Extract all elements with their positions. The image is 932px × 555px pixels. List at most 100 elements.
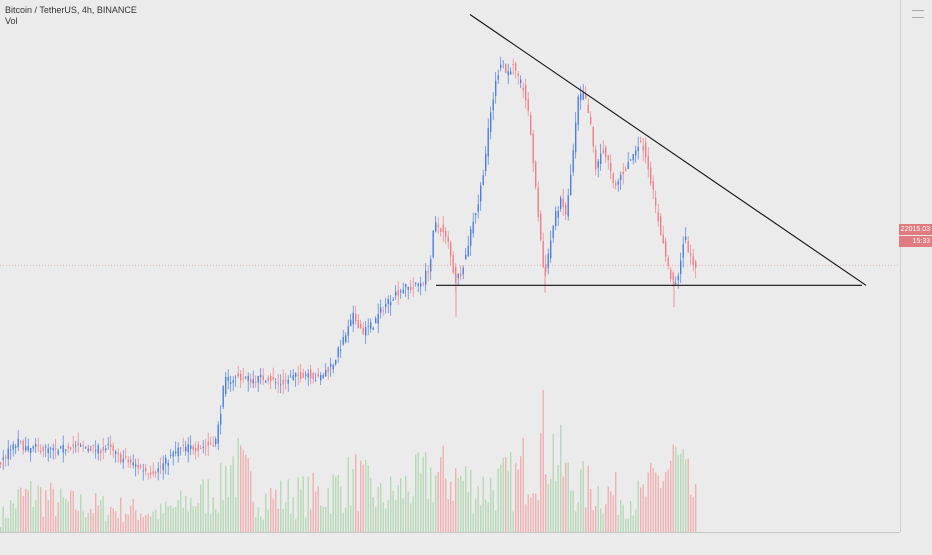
volume-bar bbox=[387, 500, 389, 532]
volume-bar bbox=[217, 512, 219, 532]
volume-bar bbox=[160, 503, 162, 532]
candle bbox=[307, 368, 309, 386]
candle bbox=[212, 436, 214, 448]
candle bbox=[652, 175, 654, 200]
volume-bar bbox=[532, 493, 534, 532]
volume-bar bbox=[352, 468, 354, 532]
candle-body bbox=[122, 458, 124, 463]
candle bbox=[12, 441, 14, 457]
volume-bar bbox=[600, 508, 602, 532]
candle bbox=[265, 379, 267, 384]
volume-bar bbox=[695, 484, 697, 532]
volume-bar bbox=[470, 469, 472, 532]
volume-bar bbox=[585, 507, 587, 532]
candle-body bbox=[105, 448, 107, 451]
candle bbox=[462, 265, 464, 280]
volume-bar bbox=[285, 502, 287, 532]
volume-bar bbox=[632, 515, 634, 532]
candle bbox=[527, 92, 529, 116]
candle-body bbox=[322, 374, 324, 379]
volume-bar bbox=[185, 495, 187, 532]
volume-bar bbox=[190, 497, 192, 532]
candle bbox=[165, 454, 167, 475]
volume-bar bbox=[675, 446, 677, 532]
candle bbox=[517, 70, 519, 85]
volume-bar bbox=[672, 444, 674, 532]
candle-body bbox=[157, 468, 159, 473]
volume-bar bbox=[517, 469, 519, 532]
candle-body bbox=[312, 373, 314, 380]
volume-bar bbox=[67, 501, 69, 532]
volume-bar bbox=[152, 511, 154, 532]
candle bbox=[620, 171, 622, 190]
descending-trendline[interactable] bbox=[469, 14, 867, 286]
candle bbox=[432, 230, 434, 259]
candle-body bbox=[640, 140, 642, 142]
candle bbox=[275, 377, 277, 390]
candle bbox=[202, 439, 204, 454]
candle bbox=[402, 282, 404, 294]
volume-bar bbox=[290, 513, 292, 532]
trendline-annotations[interactable] bbox=[436, 14, 867, 286]
volume-bar bbox=[657, 475, 659, 532]
candle bbox=[495, 72, 497, 104]
candle bbox=[270, 373, 272, 389]
volume-bar bbox=[132, 499, 134, 532]
candle bbox=[450, 240, 452, 266]
candle bbox=[445, 227, 447, 245]
candle bbox=[172, 450, 174, 466]
candle-body bbox=[360, 323, 362, 328]
candle-body bbox=[160, 466, 162, 468]
candle bbox=[397, 281, 399, 305]
volume-bar bbox=[220, 462, 222, 532]
candle bbox=[20, 439, 22, 445]
candle bbox=[600, 143, 602, 171]
volume-bar bbox=[227, 496, 229, 532]
candle bbox=[477, 194, 479, 219]
volume-bar bbox=[267, 509, 269, 532]
candle-body bbox=[357, 320, 359, 329]
candle bbox=[367, 318, 369, 336]
candle bbox=[190, 435, 192, 456]
candle-body bbox=[332, 364, 334, 370]
volume-bar bbox=[570, 490, 572, 532]
candle bbox=[297, 365, 299, 385]
volume-bar bbox=[587, 465, 589, 532]
candle bbox=[220, 405, 222, 435]
candle-body bbox=[682, 244, 684, 258]
candle-body bbox=[670, 269, 672, 280]
volume-bar bbox=[120, 497, 122, 532]
volume-bar bbox=[372, 497, 374, 532]
candle-body bbox=[222, 385, 224, 408]
candle bbox=[685, 227, 687, 244]
volume-bar bbox=[375, 506, 377, 532]
volume-bar bbox=[487, 502, 489, 532]
candle bbox=[557, 205, 559, 226]
candle-body bbox=[550, 240, 552, 259]
volume-bar bbox=[667, 469, 669, 532]
volume-bar bbox=[492, 490, 494, 532]
candle bbox=[257, 375, 259, 393]
volume-bar bbox=[320, 505, 322, 532]
candle-body bbox=[552, 225, 554, 238]
candle bbox=[112, 442, 114, 459]
price-axis[interactable] bbox=[900, 0, 932, 532]
candle bbox=[67, 442, 69, 454]
candle-body bbox=[20, 440, 22, 442]
candle-body bbox=[480, 185, 482, 202]
candle bbox=[140, 463, 142, 470]
candle bbox=[142, 463, 144, 481]
candle bbox=[25, 436, 27, 453]
candle bbox=[347, 319, 349, 343]
volume-bar bbox=[275, 489, 277, 532]
candle-body bbox=[687, 240, 689, 253]
candle-body bbox=[567, 195, 569, 217]
chart-settings-icon[interactable] bbox=[912, 10, 924, 18]
volume-bar bbox=[467, 491, 469, 532]
volume-bar bbox=[10, 500, 12, 532]
candle-body bbox=[637, 146, 639, 152]
time-axis[interactable] bbox=[0, 532, 900, 551]
candle bbox=[267, 375, 269, 385]
